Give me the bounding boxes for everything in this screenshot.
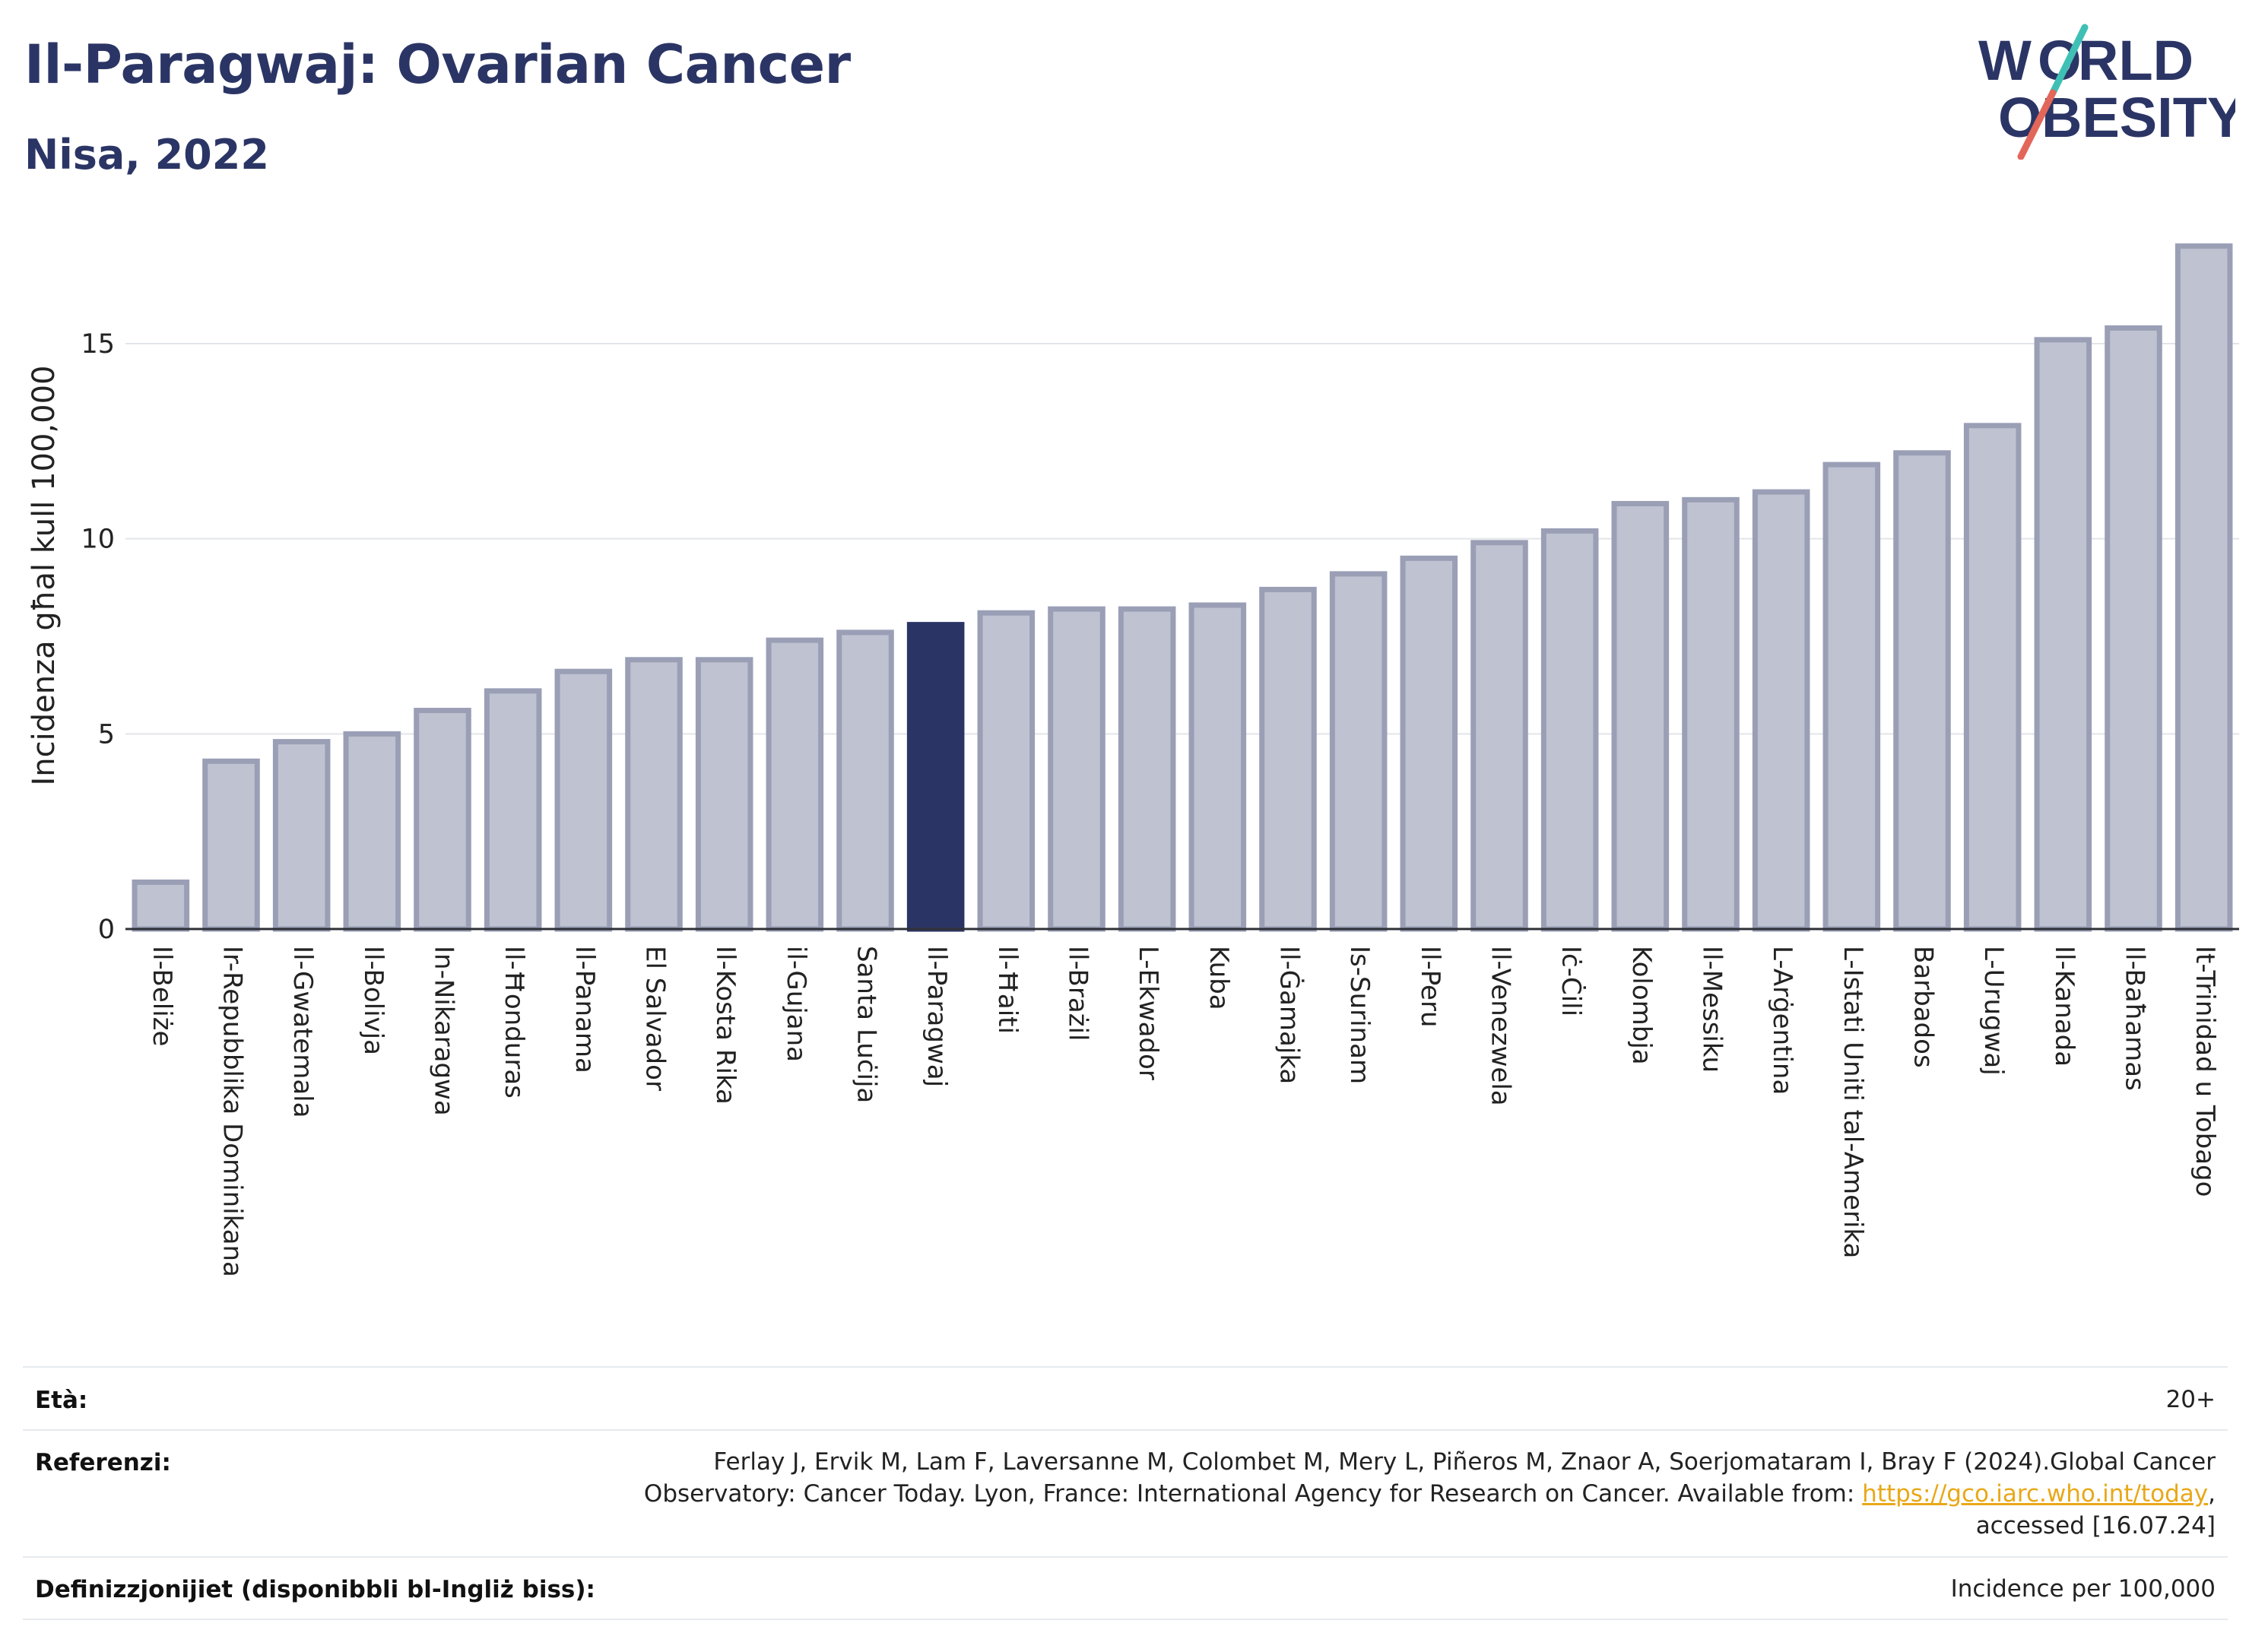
x-tick-label: L-Urugwaj xyxy=(1978,946,2009,1076)
bar-19 xyxy=(1400,555,1458,932)
bar-12 xyxy=(906,622,965,932)
bar-15 xyxy=(1118,606,1176,932)
reference-line-3: accessed [16.07.24] xyxy=(1975,1512,2216,1539)
svg-text:W: W xyxy=(1978,29,2032,92)
bar-14 xyxy=(1048,606,1105,932)
chart-title: Il-Paragwaj: Ovarian Cancer xyxy=(24,33,851,96)
x-tick-label: Ir-Repubblika Dominikana xyxy=(217,946,248,1277)
bar-11 xyxy=(836,629,894,932)
svg-text:RLD: RLD xyxy=(2078,29,2193,92)
bar-9 xyxy=(695,657,753,932)
bar-18 xyxy=(1329,571,1388,932)
bar-10 xyxy=(766,637,824,932)
bar-28 xyxy=(2034,337,2092,932)
y-tick-label: 5 xyxy=(98,719,115,750)
reference-text-2: Observatory: Cancer Today. Lyon, France:… xyxy=(643,1480,1863,1508)
bar-25 xyxy=(1822,461,1881,932)
x-tick-label: Il-Panama xyxy=(569,946,600,1073)
x-tick-label: Il-Brażil xyxy=(1063,946,1093,1041)
bar-29 xyxy=(2105,325,2162,932)
x-tick-label: Il-Ħonduras xyxy=(499,946,529,1099)
bar-2 xyxy=(202,758,260,932)
x-tick-label: L-Istati Uniti tal-Amerika xyxy=(1838,946,1868,1258)
x-tick-label: El Salvador xyxy=(640,946,671,1091)
references-row: Referenzi: Ferlay J, Ervik M, Lam F, Lav… xyxy=(23,1429,2228,1556)
x-tick-label: Il-Venezwela xyxy=(1486,946,1516,1106)
bar-8 xyxy=(625,657,683,932)
x-tick-label: Kuba xyxy=(1204,946,1234,1010)
bar-22 xyxy=(1611,500,1670,932)
y-tick-label: 15 xyxy=(81,329,115,360)
bar-6 xyxy=(484,688,542,932)
x-tick-label: L-Arġentina xyxy=(1767,946,1797,1095)
bar-chart: 0 5 10 15 Il-Beliże Ir-Repubblika Dominikana I… xyxy=(27,243,2239,1277)
definitions-value: Incidence per 100,000 xyxy=(1950,1575,2216,1603)
world-obesity-logo: W O RLD O BESITY xyxy=(1978,24,2235,160)
x-tick-label: Il-Beliże xyxy=(147,946,177,1046)
bar-4 xyxy=(343,731,401,932)
bar-24 xyxy=(1752,489,1810,932)
x-tick-label: Is-Surinam xyxy=(1344,946,1375,1084)
x-tick-label: Il-Ġamajka xyxy=(1274,946,1305,1084)
reference-line-2: Observatory: Cancer Today. Lyon, France:… xyxy=(619,1478,2216,1510)
bar-27 xyxy=(1963,423,2022,932)
references-text: Ferlay J, Ervik M, Lam F, Laversanne M, … xyxy=(619,1446,2216,1542)
x-tick-label: Il-Baħamas xyxy=(2120,946,2150,1091)
definitions-label: Definizzjonijiet (disponibbli bl-Ingliż … xyxy=(35,1576,595,1603)
x-tick-label: Santa Luċija xyxy=(852,946,882,1103)
age-label: Età: xyxy=(35,1387,88,1414)
x-tick-label: Kolombja xyxy=(1626,946,1657,1065)
x-tick-label: Il-Gwatemala xyxy=(287,946,318,1118)
bar-21 xyxy=(1540,528,1599,932)
bar-30 xyxy=(2174,243,2233,932)
x-tick-label: Iċ-Ċili xyxy=(1556,946,1587,1016)
meta-row-bottom-border xyxy=(23,1619,2228,1620)
x-tick-label: It-Trinidad u Tobago xyxy=(2190,946,2220,1197)
reference-line-1: Ferlay J, Ervik M, Lam F, Laversanne M, … xyxy=(713,1448,2216,1476)
chart-subtitle: Nisa, 2022 xyxy=(24,131,269,179)
x-tick-label: Barbados xyxy=(1908,946,1939,1068)
y-axis-label: Incidenza għal kull 100,000 xyxy=(27,366,62,786)
reference-comma: , xyxy=(2208,1480,2216,1508)
bar-7 xyxy=(554,668,613,932)
definitions-row: Definizzjonijiet (disponibbli bl-Ingliż … xyxy=(23,1556,2228,1620)
bar-20 xyxy=(1470,540,1528,932)
meta-row-top-border xyxy=(23,1366,2228,1368)
reference-link[interactable]: https://gco.iarc.who.int/today xyxy=(1862,1480,2209,1508)
svg-text:BESITY: BESITY xyxy=(2041,86,2235,149)
x-tick-label: Il-Bolivja xyxy=(358,946,389,1055)
bar-23 xyxy=(1682,496,1740,932)
bar-13 xyxy=(977,610,1036,932)
x-tick-label: Il-Kanada xyxy=(2049,946,2079,1067)
x-tick-label: il-Gujana xyxy=(781,946,811,1062)
bar-17 xyxy=(1259,586,1317,932)
x-tick-label: L-Ekwador xyxy=(1133,946,1163,1080)
y-tick-label: 0 xyxy=(98,915,115,945)
x-tick-label: Il-Ħaiti xyxy=(992,946,1023,1034)
bar-1 xyxy=(132,879,190,932)
bar-3 xyxy=(272,739,331,932)
x-tick-label: Il-Kosta Rika xyxy=(710,946,741,1105)
references-label: Referenzi: xyxy=(35,1449,171,1476)
x-tick-label: Il-Peru xyxy=(1415,946,1445,1027)
svg-text:O: O xyxy=(1998,86,2042,149)
x-tick-label: In-Nikaragwa xyxy=(429,946,459,1116)
bar-26 xyxy=(1893,450,1951,932)
y-tick-label: 10 xyxy=(81,525,115,555)
age-value: 20+ xyxy=(2165,1386,2216,1413)
x-tick-label: Il-Messiku xyxy=(1697,946,1727,1073)
x-tick-label: Il-Paragwaj xyxy=(921,946,952,1087)
bar-5 xyxy=(414,708,471,932)
bar-16 xyxy=(1188,602,1247,932)
